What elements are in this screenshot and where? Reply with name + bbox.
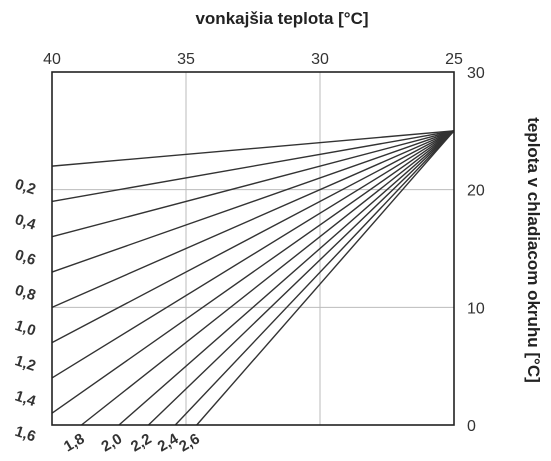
grid — [52, 72, 454, 425]
curve-label: 0,4 — [13, 211, 39, 234]
curve-label: 1,6 — [13, 423, 38, 446]
curve-line — [51, 130, 455, 167]
curve-line — [51, 130, 455, 344]
x-tick-label: 40 — [43, 51, 61, 68]
curve-label: 2,6 — [176, 430, 203, 455]
curve-line — [81, 130, 455, 426]
curve-line — [118, 130, 455, 426]
curve-line — [51, 130, 455, 203]
x-axis-title: vonkajšia teplota [°C] — [195, 9, 368, 28]
plot-frame — [51, 71, 455, 426]
curve-labels: 0,20,40,60,81,01,21,41,6 1,8 2,0 2,2 2,42,6 — [13, 176, 203, 456]
y-tick-label: 10 — [467, 300, 485, 317]
curve-line — [147, 130, 455, 426]
curve-label: 2,2 — [128, 430, 155, 455]
x-tick-label: 35 — [177, 51, 195, 68]
y-tick-label: 30 — [467, 65, 485, 82]
curve-line — [196, 130, 455, 426]
curve-label: 1,8 — [61, 430, 88, 455]
curve-line — [51, 130, 455, 238]
curve-line — [174, 130, 455, 426]
y-tick-label: 20 — [467, 183, 485, 200]
y-ticks: 0 10 20 30 — [467, 65, 485, 435]
curve-line — [51, 130, 455, 273]
curve-line — [51, 130, 455, 414]
y-axis-title: teplota v chladiacom okruhu [°C] — [524, 117, 543, 383]
x-tick-label: 25 — [445, 51, 463, 68]
y-tick-label: 0 — [467, 418, 476, 435]
x-ticks: 40 35 30 25 — [43, 51, 463, 68]
curves — [51, 130, 455, 426]
curve-label: 0,8 — [13, 282, 38, 305]
curve-label: 1,2 — [13, 352, 38, 375]
curve-line — [51, 130, 455, 308]
curve-label: 2,0 — [99, 430, 126, 455]
curve-label: 1,4 — [13, 388, 39, 411]
curve-label: 1,0 — [13, 317, 38, 340]
x-tick-label: 30 — [311, 51, 329, 68]
curve-line — [51, 130, 455, 379]
curve-label: 0,2 — [13, 176, 38, 199]
curve-label: 0,6 — [13, 246, 38, 269]
